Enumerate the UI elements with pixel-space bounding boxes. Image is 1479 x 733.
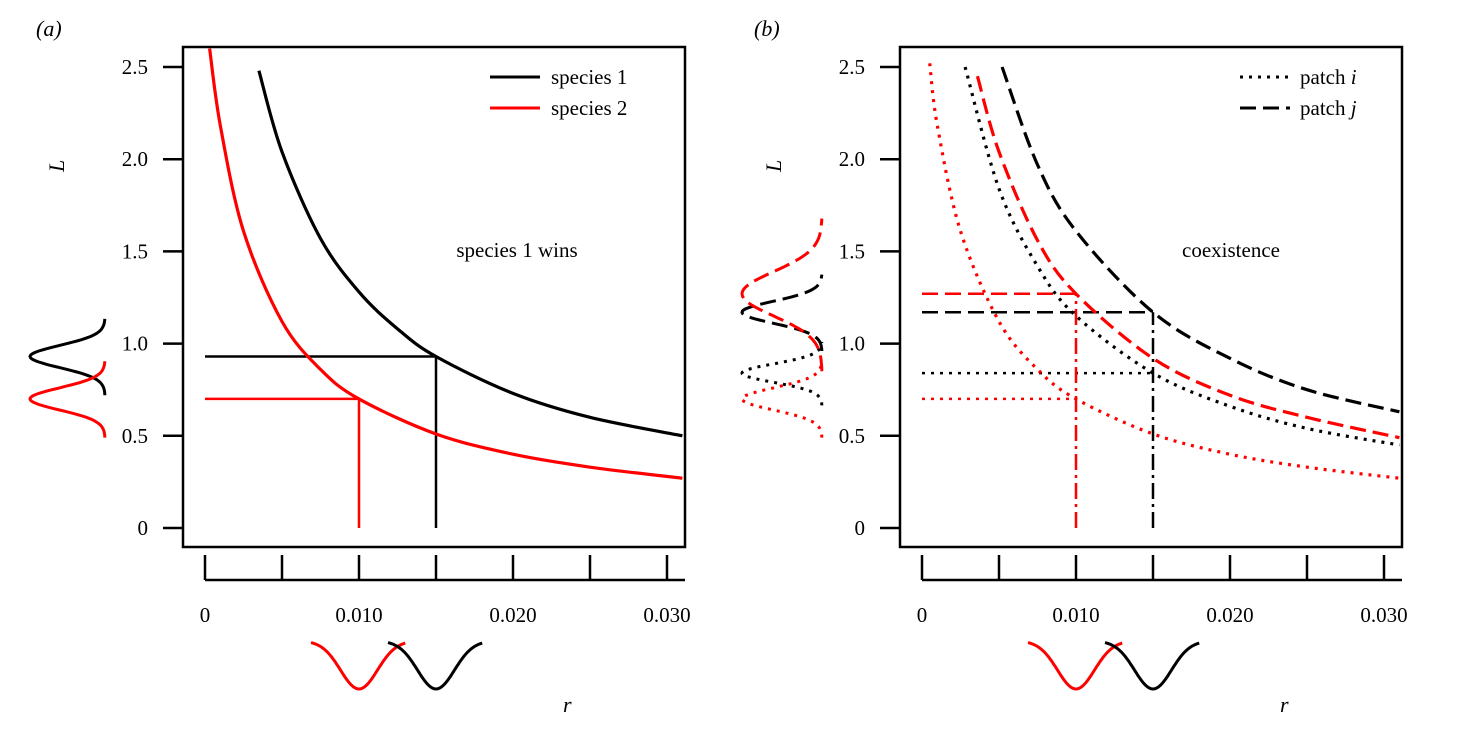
panel-b: 0 0.5 1.0 1.5 2.0 2.5 0 0.010 0.020 0.030 [740, 45, 1408, 691]
plot-frame-b [898, 45, 1404, 549]
x-tick-label: 0.010 [335, 603, 382, 627]
legend-label-patch-j: patch j [1300, 96, 1357, 120]
plot-marks: 0 0.5 1.0 1.5 2.0 2.5 0 0.010 0.020 0.030 0 0.5 1.0 1… [28, 45, 1408, 691]
y-tick-label: 2.0 [839, 147, 865, 171]
y-tick-label: 2.5 [122, 55, 148, 79]
curve-black-solid [257, 70, 683, 438]
legend-label-species-2: species 2 [551, 96, 627, 120]
x-tick-label: 0.020 [489, 603, 536, 627]
x-tick-label: 0.010 [1052, 603, 1099, 627]
x-tick-label: 0 [917, 603, 928, 627]
x-tick-label: 0.020 [1206, 603, 1253, 627]
y-tick-label: 0.5 [122, 424, 148, 448]
x-tick-label: 0 [200, 603, 211, 627]
curve-black-dashed [1000, 66, 1400, 414]
y-tick-label: 2.5 [839, 55, 865, 79]
curve-black-dotted [963, 66, 1400, 447]
marginal-density-r [1027, 641, 1123, 691]
annotation-a: species 1 wins [456, 238, 577, 262]
legend-label-patch-j-var: j [1348, 96, 1357, 120]
y-tick-label: 0 [138, 516, 149, 540]
x-tick-label: 0.030 [1360, 603, 1407, 627]
legend-label-patch-i-text: patch [1300, 65, 1351, 89]
panel-a: 0 0.5 1.0 1.5 2.0 2.5 0 0.010 0.020 0.030 [28, 45, 691, 691]
curve-red-dashed [975, 75, 1400, 440]
y-tick-label: 2.0 [122, 147, 148, 171]
y-tick-label: 1.5 [122, 239, 148, 263]
legend-label-patch-i-var: i [1351, 65, 1357, 89]
y-tick-label: 1.0 [122, 332, 148, 356]
legend-label-species-1: species 1 [551, 65, 627, 89]
y-tick-label: 1.5 [839, 239, 865, 263]
x-tick-label: 0.030 [643, 603, 690, 627]
legend-label-patch-i: patch i [1300, 65, 1357, 89]
legend-label-patch-j-text: patch [1300, 96, 1351, 120]
y-tick-label: 1.0 [839, 332, 865, 356]
y-axis-label-a: L [44, 160, 69, 173]
marginal-density-L [740, 218, 824, 372]
marginal-density-L [28, 361, 107, 438]
y-axis-label-b: L [761, 160, 786, 173]
marginal-density-r [310, 641, 406, 691]
curve-red-dotted [928, 63, 1400, 480]
legend-b: patch i patch j [1240, 65, 1357, 120]
marginal-density-L [28, 318, 107, 396]
annotation-b: coexistence [1182, 238, 1280, 262]
curve-red-solid [208, 48, 683, 480]
marginal-density-L [740, 361, 824, 438]
marginal-density-L [740, 274, 824, 351]
plot-frame-a [181, 45, 687, 549]
panel-label-a: (a) [36, 16, 62, 41]
marginal-density-r [387, 641, 483, 691]
x-axis-label-b: r [1280, 692, 1289, 717]
y-tick-label: 0 [855, 516, 866, 540]
legend-a: species 1 species 2 [490, 65, 627, 120]
x-axis-label-a: r [563, 692, 572, 717]
panel-label-b: (b) [754, 16, 780, 41]
marginal-density-r [1104, 641, 1200, 691]
marginal-density-L [740, 341, 824, 406]
y-tick-label: 0.5 [839, 424, 865, 448]
